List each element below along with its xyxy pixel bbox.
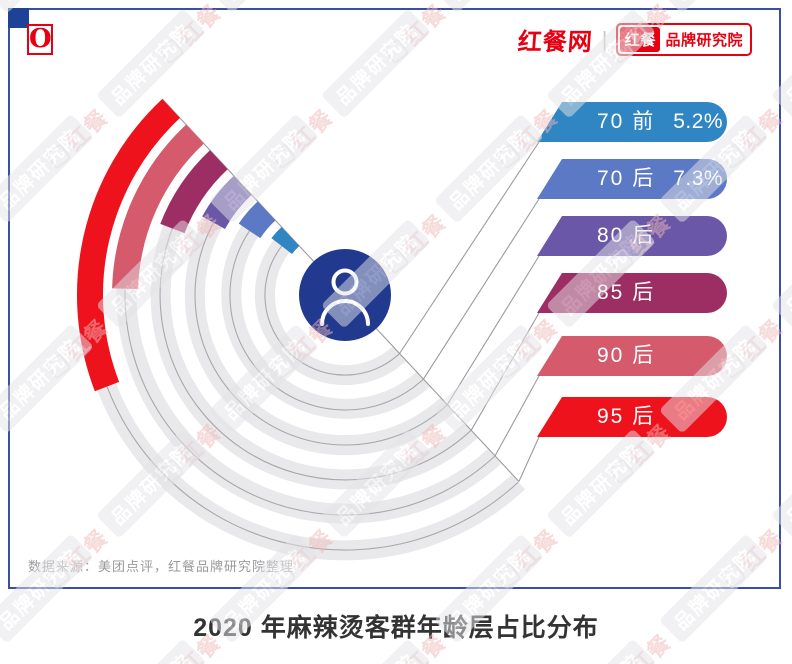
legend-pill-90s: 90 后25.2% [537, 336, 727, 376]
badge-secondary-label: 品牌研究院 [665, 32, 743, 49]
value-label: 5.2% [673, 110, 724, 133]
leader-line [422, 198, 540, 380]
legend-pill-70pre: 70 前 5.2% [537, 102, 727, 142]
value-arc [238, 201, 276, 239]
badge-primary-label: 红餐 [620, 27, 661, 52]
legend-pill-80s: 80 后10.1% [537, 216, 727, 256]
header-logos: 红餐网 | 红餐 品牌研究院 [516, 22, 752, 57]
leader-line [470, 312, 540, 431]
brand-o-logo-icon: O [27, 24, 53, 55]
leader-line [446, 255, 540, 405]
legend-pill-70s: 70 后 7.3% [537, 159, 727, 199]
leader-line [518, 436, 540, 482]
corner-accent-square [8, 8, 29, 28]
category-label: 85 后 [597, 281, 656, 304]
leader-line [494, 375, 540, 457]
category-label: 90 后 [597, 344, 656, 367]
value-arc [202, 175, 252, 230]
category-label: 70 后 [597, 167, 656, 190]
category-label: 70 前 [597, 110, 656, 133]
value-label: 7.3% [673, 167, 724, 190]
value-arc [271, 227, 300, 255]
logo-divider: | [601, 26, 608, 52]
hongcan-wang-logo: 红餐网 [516, 29, 594, 56]
category-label: 80 后 [597, 224, 656, 247]
page-title: 2020 年麻辣烫客群年龄层占比分布 [193, 614, 599, 642]
brand-research-badge: 红餐 品牌研究院 [616, 23, 752, 56]
data-source-note: 数据来源：美团点评，红餐品牌研究院整理 [28, 559, 295, 574]
category-label: 95 后 [597, 405, 656, 428]
legend-pill-95s: 95 后37.8% [537, 397, 727, 437]
legend-pill-85s: 85 后14.4% [537, 273, 727, 313]
leader-line [399, 141, 540, 354]
